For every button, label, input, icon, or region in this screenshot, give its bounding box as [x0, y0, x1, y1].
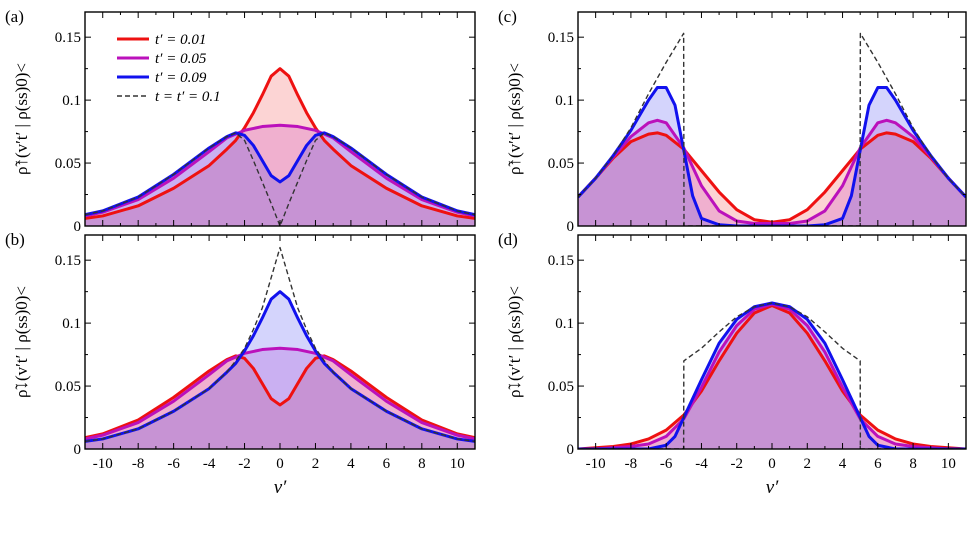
plot-area — [85, 246, 475, 449]
x-tick-label: 10 — [450, 456, 465, 472]
x-tick-label: -8 — [132, 456, 145, 472]
legend-entry-2: t′ = 0.09 — [155, 70, 207, 86]
x-tick-label: -4 — [203, 456, 216, 472]
x-tick-label: 0 — [768, 456, 776, 472]
y-tick-label: 0.1 — [555, 93, 574, 109]
series-line-0 — [85, 354, 475, 440]
series-line-3 — [578, 32, 966, 226]
series-line-2 — [578, 301, 966, 449]
plot-area — [578, 32, 966, 226]
y-tick-label: 0 — [567, 219, 575, 235]
y-tick-label: 0.15 — [548, 30, 574, 46]
series-fill-2 — [578, 302, 966, 449]
x-tick-label: 6 — [874, 456, 882, 472]
x-tick-label: -8 — [625, 456, 638, 472]
y-tick-label: 0.05 — [55, 379, 81, 395]
series-fill-0 — [85, 68, 475, 226]
legend-entry-0: t′ = 0.01 — [155, 32, 206, 48]
series-fill-2 — [578, 87, 966, 226]
y-tick-label: 0.1 — [62, 316, 81, 332]
x-tick-label: -2 — [730, 456, 743, 472]
x-axis-label: v′ — [766, 477, 779, 498]
series-fill-0 — [578, 132, 966, 226]
plot-area — [85, 67, 475, 226]
x-tick-label: 2 — [804, 456, 812, 472]
series-line-2 — [578, 86, 966, 226]
series-line-0 — [85, 67, 475, 220]
series-line-3 — [85, 246, 475, 443]
y-tick-label: 0 — [74, 442, 82, 458]
x-tick-label: -10 — [93, 456, 113, 472]
panel-1: -10 -8 -6 -4 -2 0 2 4 6 8 10 0 0.05 0.1 0.15 (b) ρ̃↓(v′t… — [5, 230, 476, 498]
series-line-1 — [85, 346, 475, 441]
y-tick-label: 0.15 — [55, 30, 81, 46]
y-axis-label: ρ̃↑(v′t′ | ρ(ss)0)< — [12, 63, 31, 175]
panel-label: (d) — [498, 230, 518, 249]
x-axis-label: v′ — [274, 477, 287, 498]
x-tick-label: -6 — [660, 456, 673, 472]
panel-label: (a) — [5, 7, 24, 26]
series-line-3 — [578, 302, 966, 449]
series-fill-1 — [85, 348, 475, 449]
y-tick-label: 0 — [567, 442, 575, 458]
x-tick-label: 6 — [383, 456, 391, 472]
x-tick-label: 2 — [312, 456, 320, 472]
series-fill-2 — [85, 291, 475, 449]
series-fill-1 — [578, 120, 966, 226]
series-line-1 — [85, 123, 475, 218]
y-tick-label: 0.05 — [548, 379, 574, 395]
panel-label: (b) — [5, 230, 25, 249]
panel-label: (c) — [498, 7, 517, 26]
y-tick-label: 0.15 — [55, 253, 81, 269]
x-tick-label: 0 — [276, 456, 284, 472]
x-tick-label: 4 — [347, 456, 355, 472]
y-tick-label: 0 — [74, 219, 82, 235]
series-fill-0 — [85, 355, 475, 449]
y-tick-label: 0.1 — [555, 316, 574, 332]
plot-area — [578, 301, 966, 449]
series-line-3 — [85, 132, 475, 226]
x-tick-label: 8 — [418, 456, 426, 472]
y-axis-label: ρ̃↓(v′t′ | ρ(ss)0)< — [12, 286, 31, 398]
y-tick-label: 0.05 — [55, 156, 81, 172]
x-tick-label: -6 — [167, 456, 180, 472]
x-tick-label: -4 — [695, 456, 708, 472]
x-tick-label: 8 — [909, 456, 917, 472]
series-fill-0 — [578, 305, 966, 449]
y-axis-label: ρ̃↑(v′t′ | ρ(ss)0)< — [505, 63, 524, 175]
series-fill-1 — [85, 125, 475, 226]
panel-3: -10 -8 -6 -4 -2 0 2 4 6 8 10 0 0.05 0.1 0.15 (d) ρ̃↓(v′t… — [498, 230, 967, 498]
series-fill-2 — [85, 132, 475, 226]
y-axis-label: ρ̃↓(v′t′ | ρ(ss)0)< — [505, 286, 524, 398]
legend-entry-3: t = t′ = 0.1 — [155, 89, 221, 105]
x-tick-label: 4 — [839, 456, 847, 472]
legend-entry-1: t′ = 0.05 — [155, 51, 207, 67]
y-tick-label: 0.1 — [62, 93, 81, 109]
legend: t′ = 0.01 t′ = 0.05 t′ = 0.09 t = t′ = 0.1 — [117, 32, 221, 105]
series-fill-1 — [578, 304, 966, 449]
x-tick-label: -2 — [238, 456, 251, 472]
y-tick-label: 0.05 — [548, 156, 574, 172]
panel-2: 0 0.05 0.1 0.15 (c) ρ̃↑(v′t′ | ρ(ss)0)< — [498, 7, 967, 235]
x-tick-label: -10 — [586, 456, 606, 472]
x-tick-label: 10 — [941, 456, 956, 472]
panel-0: 0 0.05 0.1 0.15 (a) ρ̃↑(v′t′ | ρ(ss)0)< t′ = 0… — [5, 7, 476, 235]
y-tick-label: 0.15 — [548, 253, 574, 269]
